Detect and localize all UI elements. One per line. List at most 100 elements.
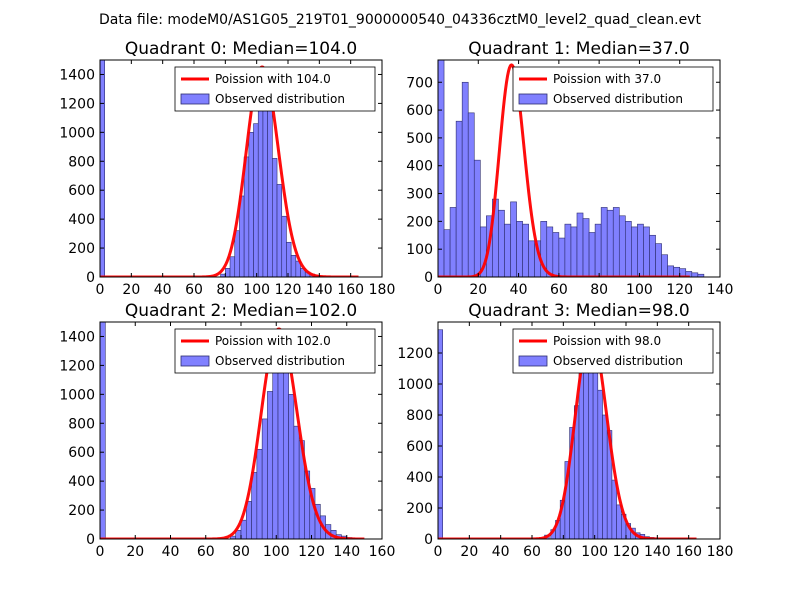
x-tick-label: 20 [469,282,487,298]
histogram-bar [467,112,475,277]
subplot-title: Quadrant 2: Median=102.0 [125,301,357,321]
plot-area [100,60,360,277]
x-tick-label: 160 [675,544,702,560]
histogram-bar [272,365,279,539]
histogram-bar [240,519,247,539]
histogram-bar [288,394,295,539]
histogram-bar [277,356,284,539]
histogram-bar [602,414,608,539]
histogram-bar [522,223,529,277]
y-tick-label: 800 [406,408,433,424]
x-tick-label: 0 [434,282,443,298]
y-tick-label: 1200 [397,346,433,362]
y-tick-label: 1400 [59,329,95,345]
x-tick-label: 60 [185,282,203,298]
histogram-bar [600,207,608,277]
x-tick-label: 120 [666,282,693,298]
legend-curve-label: Poission with 37.0 [553,72,661,86]
histogram-bar [655,243,662,277]
subplot-title: Quadrant 3: Median=98.0 [468,301,690,321]
histogram-bar [643,226,650,277]
histogram-bar [616,504,622,539]
y-tick-label: 1200 [59,358,95,374]
histogram-bar [612,207,620,277]
x-tick-label: 120 [298,544,325,560]
histogram-bar [272,158,278,277]
legend-bars-swatch [518,355,548,367]
histogram-bar [510,201,517,277]
x-tick-label: 40 [510,282,528,298]
x-tick-label: 160 [369,544,396,560]
y-tick-label: 200 [68,503,95,519]
histogram-bar [649,234,656,277]
subplot-quadrant-1: Quadrant 1: Median=37.0 0 20 40 60 80 100 120 14… [406,39,733,298]
y-tick-label: 0 [424,532,433,548]
x-tick-label: 80 [590,282,608,298]
histogram-bar [546,226,554,277]
histogram-bar [100,60,105,277]
y-tick-label: 0 [86,532,95,548]
legend: Poission with 104.0 Observed distribution [174,66,376,112]
y-tick-label: 1000 [397,377,433,393]
y-tick-label: 500 [406,131,433,147]
x-tick-label: 60 [523,544,541,560]
histogram-bar [461,81,469,277]
subplot-quadrant-0: Quadrant 0: Median=104.00 20 40 60 80 100 120 1… [59,39,395,298]
histogram-bar [576,212,584,277]
histogram-bar [516,221,523,277]
histogram-bar [594,223,602,277]
x-tick-label: 180 [707,544,734,560]
x-tick-label: 20 [460,544,478,560]
subplot-quadrant-3: Quadrant 3: Median=98.0 0 20 40 60 80 100 120 14… [397,301,733,560]
histogram-bar [625,221,632,277]
y-tick-label: 1000 [59,125,95,141]
histogram-bar [597,389,603,539]
histogram-bar [528,240,535,277]
y-tick-label: 800 [68,416,95,432]
legend-curve-label: Poission with 98.0 [553,334,661,348]
histogram-bar [570,226,578,277]
legend-bars-swatch [180,355,210,367]
y-tick-label: 600 [406,103,433,119]
legend-bars-label: Observed distribution [553,92,683,106]
legend-bars-swatch [180,93,210,105]
histogram-bar [234,230,240,277]
x-tick-label: 80 [216,282,234,298]
histogram-bar [449,207,457,277]
histogram-bar [582,218,590,277]
histogram-bar [606,209,614,277]
y-tick-label: 600 [68,445,95,461]
y-tick-label: 400 [68,474,95,490]
histogram-bar [552,232,560,277]
x-tick-label: 100 [243,282,270,298]
histogram-bar [276,184,283,277]
x-tick-label: 120 [613,544,640,560]
subplot-quadrant-2: Quadrant 2: Median=102.0 0 20 40 60 80 100 120 1… [59,301,395,560]
histogram-bar [637,223,644,277]
x-tick-label: 140 [707,282,734,298]
histogram-bar [618,215,626,277]
histogram-bar [583,344,589,539]
histogram-bar [588,232,596,277]
y-tick-label: 200 [406,501,433,517]
x-tick-label: 20 [126,544,144,560]
legend: Poission with 37.0 Observed distribution [512,66,714,112]
y-tick-label: 300 [406,187,433,203]
x-tick-label: 140 [333,544,360,560]
histogram-bar [293,425,300,539]
histogram-bar [261,418,268,539]
axes-frame [99,59,383,278]
y-tick-label: 700 [406,75,433,91]
histogram-bar [290,255,297,277]
y-tick-label: 1000 [59,387,95,403]
x-tick-label: 140 [644,544,671,560]
x-tick-label: 0 [96,282,105,298]
y-tick-label: 1400 [59,67,95,83]
histogram-bar [248,132,254,277]
histogram-bar [100,322,106,539]
x-tick-label: 140 [306,282,333,298]
x-tick-label: 0 [96,544,105,560]
histogram-bar [267,391,274,539]
figure-suptitle: Data file: modeM0/AS1G05_219T01_90000005… [99,12,701,28]
